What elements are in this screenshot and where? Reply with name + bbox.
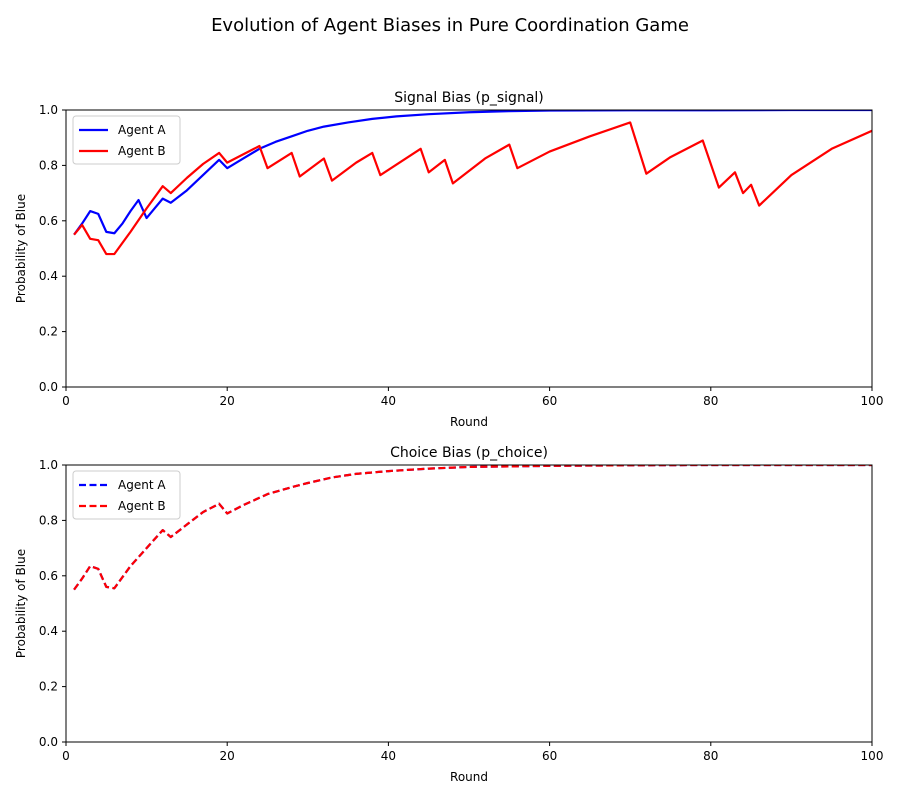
y-axis-label: Probability of Blue [14, 194, 28, 303]
panel-2: Choice Bias (p_choice) 0 20 40 60 80 100 0.0 0.2… [14, 445, 883, 784]
legend: Agent A Agent B [72, 470, 181, 520]
y-tick-label: 0.8 [39, 158, 58, 172]
series-line-agent-a [73, 465, 872, 591]
x-tick-label: 80 [703, 749, 718, 763]
x-tick-label: 20 [220, 749, 235, 763]
legend-label: Agent A [118, 478, 166, 492]
y-tick-label: 0.8 [39, 513, 58, 527]
y-tick-label: 1.0 [39, 458, 58, 472]
series-line-agent-b [73, 121, 872, 256]
y-tick-label: 0.6 [39, 569, 58, 583]
x-tick-label: 100 [861, 749, 884, 763]
axes-title: Choice Bias (p_choice) [390, 445, 548, 461]
axes-frame [65, 109, 873, 388]
legend-label: Agent B [118, 499, 166, 513]
series-line-agent-b [73, 465, 872, 591]
y-tick-label: 0.0 [39, 735, 58, 749]
axes-frame [65, 464, 873, 743]
legend: Agent A Agent B [72, 115, 181, 165]
figure-title: Evolution of Agent Biases in Pure Coordi… [211, 15, 689, 36]
y-axis-label: Probability of Blue [14, 549, 28, 658]
y-tick-label: 0.6 [39, 214, 58, 228]
x-axis-label: Round [450, 415, 488, 429]
x-tick-label: 80 [703, 394, 718, 408]
x-axis-label: Round [450, 770, 488, 784]
x-tick-label: 40 [381, 749, 396, 763]
y-tick-label: 0.4 [39, 624, 58, 638]
x-tick-label: 40 [381, 394, 396, 408]
y-tick-label: 0.4 [39, 269, 58, 283]
legend-box [72, 470, 181, 520]
x-tick-label: 60 [542, 749, 557, 763]
panel-1: Signal Bias (p_signal) 0 20 40 60 80 100 0.0 0.2… [14, 90, 883, 429]
x-tick-label: 60 [542, 394, 557, 408]
y-tick-label: 0.2 [39, 680, 58, 694]
legend-label: Agent A [118, 123, 166, 137]
x-tick-label: 20 [220, 394, 235, 408]
axes-title: Signal Bias (p_signal) [394, 90, 544, 106]
x-tick-label: 0 [62, 749, 70, 763]
series-line-agent-a [73, 110, 872, 236]
y-tick-label: 1.0 [39, 103, 58, 117]
legend-label: Agent B [118, 144, 166, 158]
x-tick-label: 100 [861, 394, 884, 408]
x-tick-label: 0 [62, 394, 70, 408]
y-tick-label: 0.0 [39, 380, 58, 394]
y-tick-label: 0.2 [39, 325, 58, 339]
